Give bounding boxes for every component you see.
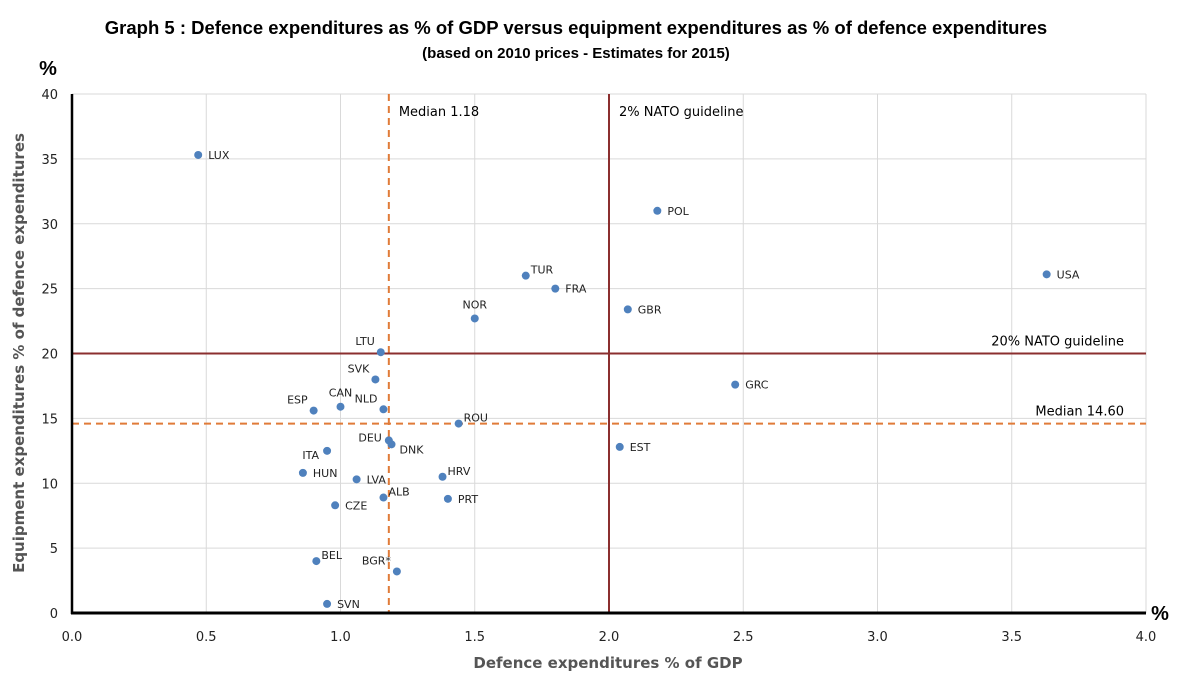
data-point	[392, 567, 401, 576]
data-point-label: DNK	[400, 443, 425, 456]
data-points	[194, 150, 1051, 608]
data-point-label: NOR	[462, 298, 487, 311]
data-point-label: NLD	[355, 392, 378, 405]
data-point	[387, 440, 396, 449]
axes	[70, 94, 1146, 615]
data-point	[551, 284, 560, 293]
reference-line-label: 20% NATO guideline	[991, 335, 1124, 350]
data-point	[309, 406, 318, 415]
data-point-label: SVN	[337, 598, 360, 611]
data-point-label: EST	[630, 441, 651, 454]
x-tick-label: 3.0	[867, 630, 888, 645]
data-point-label: SVK	[348, 362, 371, 375]
x-unit-label: %	[1151, 603, 1169, 625]
y-tick-label: 40	[41, 88, 58, 103]
data-point	[1042, 270, 1051, 279]
data-point	[443, 494, 452, 503]
data-point	[371, 375, 380, 384]
data-point	[615, 442, 624, 451]
data-point	[194, 150, 203, 159]
x-tick-label: 2.0	[599, 630, 620, 645]
data-point	[323, 599, 332, 608]
x-axis-title: Defence expenditures % of GDP	[473, 654, 742, 672]
data-point	[521, 271, 530, 280]
x-tick-label: 0.0	[62, 630, 83, 645]
chart-title: Graph 5 : Defence expenditures as % of G…	[105, 17, 1047, 38]
data-point-label: USA	[1057, 268, 1080, 281]
data-point	[454, 419, 463, 428]
x-tick-label: 3.5	[1001, 630, 1022, 645]
data-point	[323, 446, 332, 455]
data-point-label: LTU	[355, 335, 374, 348]
data-point-label: LUX	[208, 149, 230, 162]
y-tick-label: 20	[41, 348, 58, 363]
data-point	[312, 557, 321, 566]
chart-subtitle: (based on 2010 prices - Estimates for 20…	[422, 45, 730, 62]
y-unit-label: %	[39, 58, 57, 80]
data-point	[298, 468, 307, 477]
reference-line-label: 2% NATO guideline	[619, 105, 743, 120]
data-point	[731, 380, 740, 389]
data-point-label: CZE	[345, 499, 367, 512]
data-point-label: CAN	[329, 387, 352, 400]
data-point-label: BGR*	[362, 554, 392, 567]
y-tick-label: 10	[41, 477, 58, 492]
data-point-label: BEL	[321, 549, 342, 562]
y-tick-labels: 0 5 10 15 20 25 30 35 40	[41, 88, 58, 622]
reference-line-label: Median 1.18	[399, 105, 479, 120]
data-point-label: PRT	[458, 493, 478, 506]
data-point-label: ALB	[388, 486, 409, 499]
y-axis-title: Equipment expenditures % of defence expe…	[10, 133, 28, 573]
data-point-label: POL	[667, 205, 689, 218]
data-point	[438, 472, 447, 481]
data-point-label: ITA	[302, 449, 319, 462]
y-tick-label: 15	[41, 412, 58, 427]
x-tick-label: 0.5	[196, 630, 217, 645]
data-point	[379, 405, 388, 414]
reference-lines	[72, 94, 1146, 613]
y-tick-label: 30	[41, 218, 58, 233]
data-point-labels: LUX POL TUR USA FRA GBR NOR LTU SVK GRC ESP CAN NLD R…	[208, 149, 1080, 611]
data-point-label: GRC	[745, 379, 769, 392]
data-point	[470, 314, 479, 323]
data-point-label: LVA	[367, 473, 387, 486]
data-point-label: TUR	[530, 264, 554, 277]
reference-line-label: Median 14.60	[1035, 405, 1124, 420]
data-point	[331, 501, 340, 510]
data-point	[379, 493, 388, 502]
data-point-label: DEU	[358, 431, 381, 444]
y-tick-label: 5	[50, 542, 58, 557]
data-point-label: HRV	[448, 465, 471, 478]
x-tick-label: 4.0	[1136, 630, 1157, 645]
data-point-label: ROU	[464, 412, 488, 425]
data-point	[352, 475, 361, 484]
x-tick-label: 1.0	[330, 630, 351, 645]
x-tick-labels: 0.0 0.5 1.0 1.5 2.0 2.5 3.0 3.5 4.0	[62, 630, 1157, 645]
data-point	[376, 348, 385, 357]
data-point-label: GBR	[638, 303, 662, 316]
x-tick-label: 1.5	[464, 630, 485, 645]
data-point	[653, 206, 662, 215]
data-point	[336, 402, 345, 411]
data-point-label: ESP	[287, 394, 308, 407]
x-tick-label: 2.5	[733, 630, 754, 645]
y-tick-label: 0	[50, 607, 58, 622]
data-point-label: FRA	[565, 283, 587, 296]
reference-line-labels: Median 1.18 2% NATO guideline 20% NATO gui…	[399, 105, 1124, 420]
y-tick-label: 25	[41, 283, 58, 298]
data-point-label: HUN	[313, 467, 338, 480]
y-tick-label: 35	[41, 153, 58, 168]
data-point	[623, 305, 632, 314]
